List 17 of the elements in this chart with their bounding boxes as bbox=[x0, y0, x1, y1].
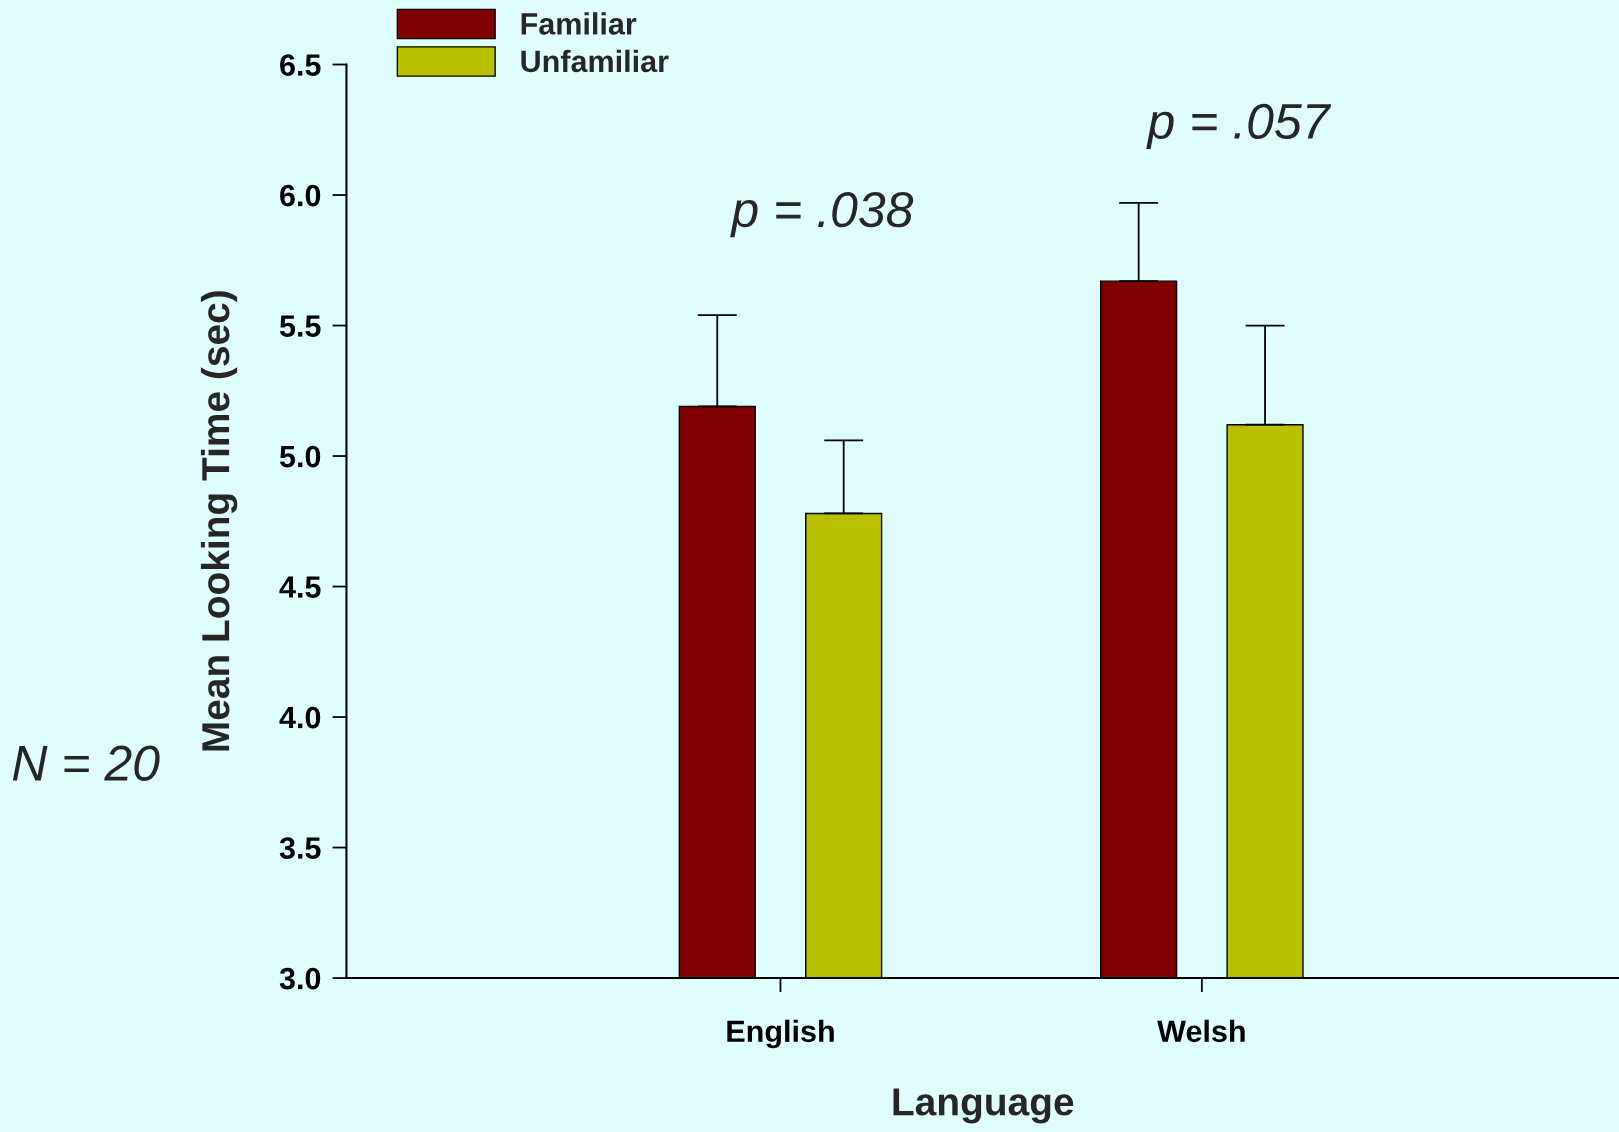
y-tick-label: 6.5 bbox=[280, 54, 321, 76]
y-tick-label: 5.0 bbox=[279, 445, 321, 468]
y-axis-title: Mean Looking Time (sec) bbox=[200, 291, 238, 751]
y-tick-label: 3.0 bbox=[279, 967, 321, 990]
text: N = 20 bbox=[12, 745, 160, 781]
y-tick-label: 5.5 bbox=[279, 315, 321, 337]
y-tick-label: 4.5 bbox=[279, 576, 321, 598]
x-tick-label: English bbox=[727, 1019, 834, 1049]
x-axis-title: Language bbox=[893, 1088, 1074, 1124]
x-tick-label: Welsh bbox=[1157, 1019, 1245, 1043]
y-tick-label: 4.0 bbox=[279, 706, 321, 729]
legend-label: Familiar bbox=[521, 12, 637, 35]
annotation: p = .038 bbox=[730, 191, 914, 238]
y-tick-label: 3.5 bbox=[279, 837, 321, 859]
legend-label: Unfamiliar bbox=[521, 49, 669, 73]
annotation: p = .057 bbox=[1146, 103, 1332, 149]
y-tick-label: 6.0 bbox=[280, 184, 321, 207]
